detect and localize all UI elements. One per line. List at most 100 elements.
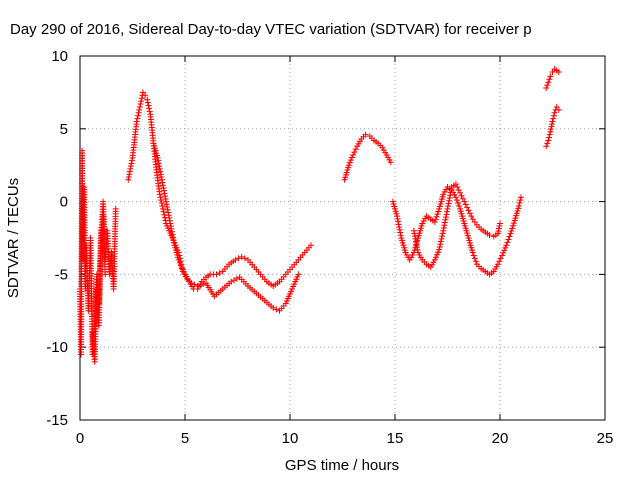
- data-point: [166, 214, 173, 221]
- data-point: [411, 233, 418, 240]
- data-point: [453, 197, 460, 204]
- data-point: [159, 182, 166, 189]
- data-point: [434, 251, 440, 258]
- data-point: [497, 220, 503, 227]
- data-point: [544, 140, 551, 147]
- data-point: [168, 228, 175, 235]
- data-point: [163, 201, 170, 208]
- data-point: [169, 234, 176, 241]
- data-point: [447, 192, 454, 199]
- data-point: [459, 195, 466, 202]
- data-point: [144, 96, 151, 103]
- data-point: [112, 205, 119, 212]
- data-point: [442, 214, 449, 221]
- data-point: [159, 202, 166, 209]
- data-point: [455, 186, 462, 193]
- data-point: [166, 217, 173, 224]
- data-point: [410, 227, 417, 234]
- data-point: [158, 174, 165, 181]
- x-tick-label: 0: [76, 430, 84, 447]
- data-point: [494, 230, 501, 237]
- data-point: [441, 219, 448, 226]
- data-point: [144, 99, 151, 106]
- data-point: [457, 189, 464, 196]
- data-point: [387, 159, 394, 166]
- data-point: [158, 200, 165, 207]
- data-point: [502, 244, 509, 251]
- data-point: [440, 224, 447, 231]
- data-point: [231, 277, 237, 284]
- data-point: [177, 262, 184, 269]
- data-point: [232, 256, 239, 263]
- data-point: [157, 194, 164, 201]
- data-point: [154, 154, 161, 161]
- data-point: [136, 103, 143, 110]
- data-point: [168, 225, 175, 232]
- data-point: [509, 225, 516, 232]
- data-point: [164, 204, 171, 211]
- data-point: [155, 160, 162, 167]
- data-point: [470, 252, 477, 259]
- data-point: [446, 194, 453, 201]
- data-point: [433, 213, 440, 220]
- data-point: [546, 134, 552, 141]
- y-tick-label: 10: [51, 48, 68, 65]
- data-point: [496, 222, 503, 229]
- data-point: [497, 255, 504, 262]
- data-point: [161, 211, 168, 218]
- data-point: [466, 210, 473, 217]
- data-point: [444, 205, 451, 212]
- data-point: [394, 215, 401, 222]
- data-point: [126, 168, 133, 175]
- data-point: [543, 85, 550, 92]
- data-point: [458, 192, 465, 199]
- data-point: [486, 232, 493, 239]
- data-point: [136, 106, 143, 113]
- data-point: [516, 200, 523, 207]
- data-point: [508, 228, 515, 235]
- data-point: [414, 246, 421, 253]
- x-tick-label: 20: [492, 430, 509, 447]
- data-point: [137, 101, 144, 108]
- data-point: [432, 254, 439, 261]
- data-point: [472, 258, 479, 265]
- data-point: [441, 222, 448, 229]
- x-tick-label: 25: [597, 430, 614, 447]
- data-point: [133, 118, 140, 125]
- data-point: [157, 171, 164, 178]
- data-point: [175, 256, 182, 263]
- data-point: [500, 249, 507, 256]
- data-point: [191, 281, 198, 288]
- data-point: [503, 242, 510, 249]
- data-point: [163, 198, 170, 205]
- data-point: [235, 255, 242, 262]
- chart-title: Day 290 of 2016, Sidereal Day-to-day VTE…: [10, 21, 532, 38]
- x-axis: 0 5 10 15 20 25: [76, 56, 614, 447]
- data-point: [505, 236, 512, 243]
- data-point: [188, 280, 195, 287]
- data-point: [442, 216, 449, 223]
- y-tick-label: -10: [46, 339, 68, 356]
- data-point: [158, 197, 165, 204]
- data-point: [156, 191, 163, 198]
- data-point: [158, 176, 165, 183]
- data-point: [414, 244, 421, 251]
- data-point: [544, 82, 551, 89]
- data-point: [543, 143, 550, 150]
- data-point: [454, 184, 461, 191]
- x-tick-label: 15: [387, 430, 404, 447]
- y-axis: -15 -10 -5 0 5 10: [46, 48, 605, 429]
- data-point: [468, 213, 475, 220]
- data-point: [200, 281, 207, 288]
- data-point: [501, 247, 508, 254]
- data-point: [435, 249, 442, 256]
- data-point: [396, 224, 403, 231]
- data-point: [436, 246, 443, 253]
- data-point: [545, 137, 552, 144]
- data-point: [413, 238, 419, 245]
- plot-frame: [79, 55, 606, 421]
- data-point: [496, 258, 503, 265]
- data-point: [555, 69, 562, 76]
- data-point: [348, 154, 355, 161]
